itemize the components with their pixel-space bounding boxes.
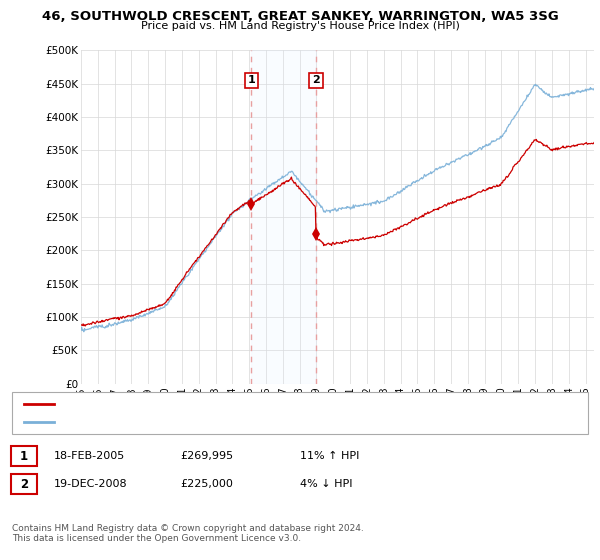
Text: £269,995: £269,995 [180,451,233,461]
Text: Contains HM Land Registry data © Crown copyright and database right 2024.
This d: Contains HM Land Registry data © Crown c… [12,524,364,543]
Text: 46, SOUTHWOLD CRESCENT, GREAT SANKEY, WARRINGTON, WA5 3SG: 46, SOUTHWOLD CRESCENT, GREAT SANKEY, WA… [41,10,559,23]
Text: 2: 2 [312,76,320,85]
Text: 2: 2 [20,478,28,491]
Text: 46, SOUTHWOLD CRESCENT, GREAT SANKEY, WARRINGTON, WA5 3SG (detached house: 46, SOUTHWOLD CRESCENT, GREAT SANKEY, WA… [60,399,517,409]
Text: £225,000: £225,000 [180,479,233,489]
Bar [251,50,316,384]
Text: 18-FEB-2005: 18-FEB-2005 [54,451,125,461]
Text: 1: 1 [247,76,255,85]
Text: 19-DEC-2008: 19-DEC-2008 [54,479,128,489]
Text: HPI: Average price, detached house, Warrington: HPI: Average price, detached house, Warr… [60,417,311,427]
Text: 4% ↓ HPI: 4% ↓ HPI [300,479,353,489]
Text: Price paid vs. HM Land Registry's House Price Index (HPI): Price paid vs. HM Land Registry's House … [140,21,460,31]
Text: 1: 1 [20,450,28,463]
Text: 11% ↑ HPI: 11% ↑ HPI [300,451,359,461]
